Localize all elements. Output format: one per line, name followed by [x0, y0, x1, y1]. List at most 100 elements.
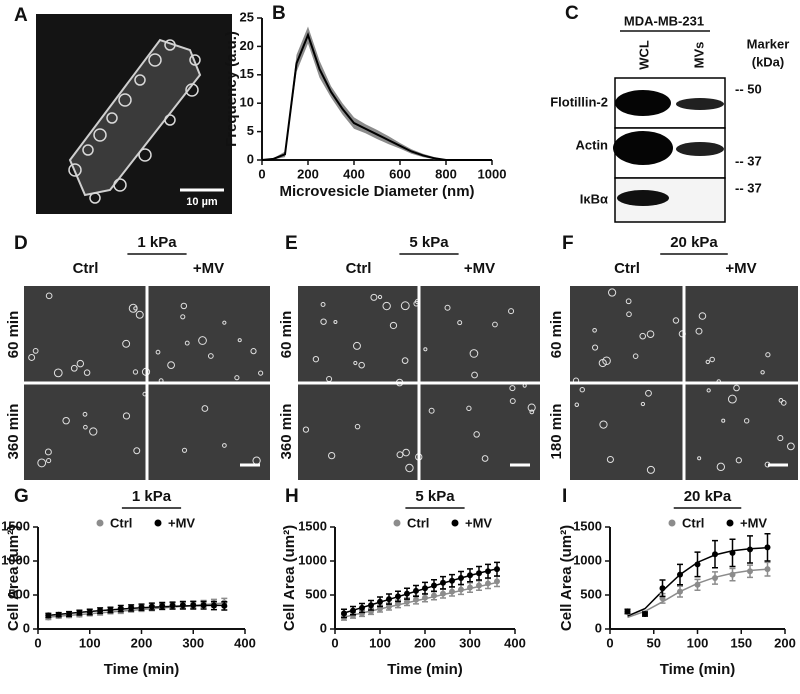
x-tick-label: 200: [414, 635, 436, 650]
condition: Ctrl: [73, 260, 99, 277]
point: [494, 566, 500, 573]
point: [359, 604, 365, 611]
cell: [222, 443, 227, 448]
y-tick-label: 500: [580, 586, 602, 601]
fit-line: [343, 568, 498, 614]
point: [440, 590, 446, 597]
cell: [705, 359, 711, 365]
y-tick-label: 0: [23, 620, 30, 635]
legend-marker: [96, 519, 104, 527]
legend-label: Ctrl: [110, 515, 132, 530]
point: [404, 590, 410, 597]
point: [476, 582, 482, 589]
y-tick-label: 1500: [573, 518, 602, 533]
y-tick-label: 500: [8, 586, 30, 601]
cell: [481, 455, 489, 462]
panel-letter: E: [285, 233, 298, 254]
point: [210, 602, 217, 609]
point: [169, 602, 176, 609]
condition: +MV: [193, 260, 224, 277]
x-tick-label: 200: [774, 635, 796, 650]
cell: [133, 447, 141, 455]
condition: +MV: [725, 260, 756, 277]
cell: [44, 448, 52, 456]
time-label: 180 min: [548, 404, 565, 460]
cell: [473, 431, 480, 438]
scale-bar-label: 10 µm: [186, 196, 218, 208]
cell: [328, 451, 336, 460]
cell: [780, 400, 787, 406]
cell: [466, 405, 472, 412]
point: [86, 609, 93, 615]
x-tick-label: 0: [258, 166, 265, 181]
cell: [428, 407, 435, 414]
cell: [70, 364, 78, 372]
point: [422, 585, 428, 592]
point: [449, 577, 455, 584]
cell: [444, 304, 451, 311]
legend-marker: [154, 519, 162, 527]
cell: [592, 327, 597, 333]
lane-label: MVs: [691, 42, 706, 69]
cell: [198, 336, 207, 345]
cell: [469, 349, 479, 358]
cell: [83, 369, 91, 376]
cell: [222, 320, 227, 325]
point: [395, 593, 401, 600]
cell: [76, 359, 85, 368]
y-tick-label: 5: [247, 123, 254, 138]
error-band: [262, 26, 492, 160]
cell: [370, 293, 378, 301]
cell: [184, 340, 190, 346]
x-axis-label: Time (min): [104, 661, 180, 678]
y-tick-label: 10: [240, 95, 254, 110]
cell: [333, 319, 338, 324]
x-axis-label: Time (min): [387, 661, 463, 678]
point: [677, 571, 683, 578]
point: [76, 609, 83, 616]
cell: [320, 318, 327, 325]
legend-marker: [393, 519, 401, 527]
x-tick-label: 0: [331, 635, 338, 650]
point: [440, 579, 446, 586]
cell: [135, 310, 144, 319]
cell: [353, 360, 358, 366]
cell: [529, 409, 535, 415]
legend-label: Ctrl: [682, 515, 704, 530]
cell: [743, 418, 750, 424]
micrograph-a: 10 µm: [36, 14, 232, 214]
point: [117, 605, 124, 612]
x-tick-label: 0: [34, 635, 41, 650]
cell: [697, 456, 702, 461]
cell: [777, 435, 784, 442]
point: [729, 549, 736, 556]
fit-line: [343, 581, 498, 618]
stiffness-title: 5 kPa: [409, 234, 449, 251]
point: [368, 602, 374, 609]
panel-letter: I: [562, 486, 567, 507]
cell: [377, 294, 383, 300]
x-tick-label: 200: [297, 166, 319, 181]
point: [97, 607, 104, 614]
point: [467, 584, 473, 591]
x-tick-label: 100: [79, 635, 101, 650]
cell: [82, 411, 88, 417]
cell: [237, 338, 242, 343]
point: [138, 604, 145, 611]
cell: [698, 312, 707, 320]
point: [747, 568, 753, 575]
cell: [402, 448, 410, 457]
cell-line: MDA-MB-231: [624, 13, 704, 28]
cell: [602, 356, 611, 366]
x-tick-label: 600: [389, 166, 411, 181]
cell: [89, 427, 98, 436]
cell: [250, 348, 257, 355]
cell: [457, 320, 463, 326]
point: [350, 607, 356, 614]
point: [449, 588, 455, 595]
cell: [180, 314, 186, 320]
point: [55, 611, 62, 618]
y-axis-label: Cell Area (um²): [5, 525, 22, 631]
panel-letter: D: [14, 233, 28, 254]
panel-letter: B: [272, 3, 286, 24]
